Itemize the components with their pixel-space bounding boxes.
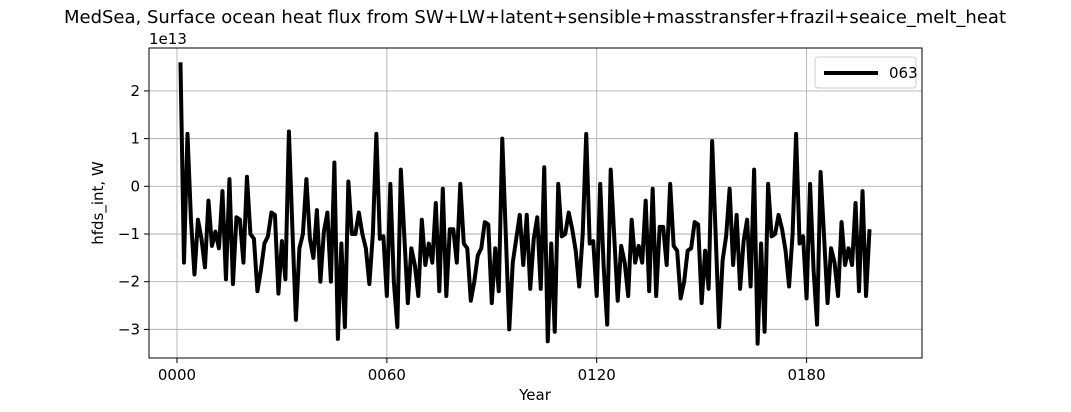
series-layer bbox=[178, 62, 872, 346]
y-tick-label: −2 bbox=[118, 273, 140, 291]
grid bbox=[149, 48, 922, 358]
x-tick-label: 0060 bbox=[368, 366, 406, 384]
y-offset-label: 1e13 bbox=[149, 30, 187, 48]
y-tick-label: −1 bbox=[118, 225, 140, 243]
ticks: 0000 0060 0120 0180 −3 −2 −1 0 1 2 bbox=[118, 82, 826, 384]
y-tick-label: −3 bbox=[118, 320, 140, 338]
x-axis-label: Year bbox=[518, 386, 552, 404]
y-axis-label: hfds_int, W bbox=[89, 161, 108, 245]
x-tick-label: 0180 bbox=[787, 366, 825, 384]
y-tick-label: 0 bbox=[130, 177, 140, 195]
legend-label-063: 063 bbox=[889, 64, 918, 82]
chart-title: MedSea, Surface ocean heat flux from SW+… bbox=[64, 7, 1006, 28]
plot-area-frame bbox=[148, 47, 923, 359]
x-tick-label: 0120 bbox=[578, 366, 616, 384]
x-tick-label: 0000 bbox=[158, 366, 196, 384]
y-tick-label: 1 bbox=[130, 130, 140, 148]
y-tick-label: 2 bbox=[130, 82, 140, 100]
series-line-063 bbox=[178, 62, 872, 346]
legend: 063 bbox=[814, 56, 918, 89]
